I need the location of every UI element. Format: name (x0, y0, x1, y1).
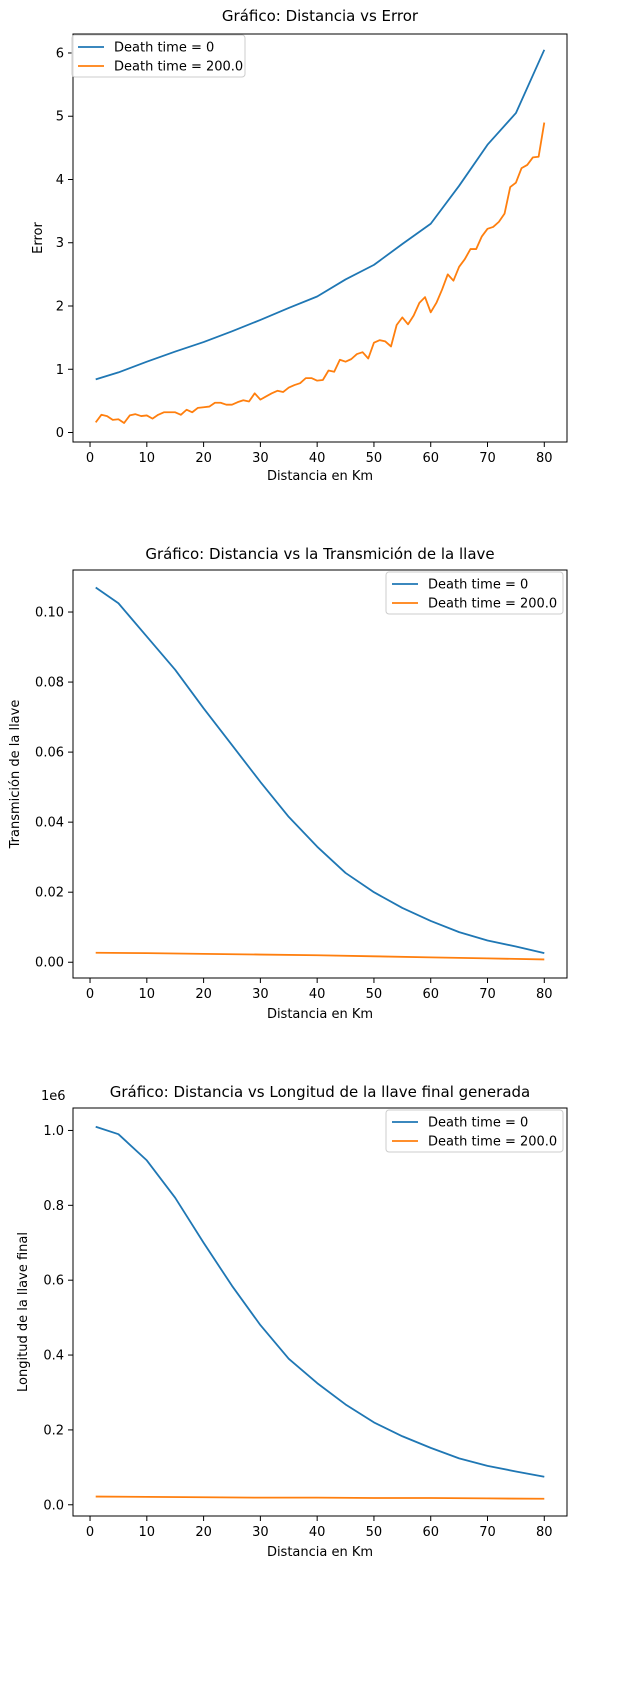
legend-entry: Death time = 200.0 (114, 60, 243, 75)
chart-title: Gráfico: Distancia vs Error (222, 7, 419, 25)
legend-entry: Death time = 0 (114, 41, 214, 56)
chart-3: Gráfico: Distancia vs Longitud de la lla… (16, 1083, 568, 1560)
y-tick-label: 0 (56, 426, 64, 441)
x-tick-label: 50 (366, 1525, 383, 1540)
y-tick-label: 0.4 (43, 1349, 64, 1364)
x-tick-label: 30 (252, 451, 269, 466)
chart-title: Gráfico: Distancia vs la Transmición de … (145, 545, 494, 563)
legend: Death time = 0 Death time = 200.0 (385, 1109, 564, 1153)
chart-2: Gráfico: Distancia vs la Transmición de … (8, 545, 568, 1022)
plot-frame (72, 33, 568, 443)
legend: Death time = 0 Death time = 200.0 (385, 571, 564, 615)
x-tick-label: 60 (422, 1525, 439, 1540)
y-tick-label: 6 (56, 46, 64, 61)
y-tick-label: 0.8 (43, 1199, 64, 1214)
x-tick-label: 10 (139, 987, 156, 1002)
y-tick-label: 0.06 (35, 746, 64, 761)
x-tick-label: 0 (86, 1525, 94, 1540)
y-tick-label: 5 (56, 110, 64, 125)
legend-entry: Death time = 200.0 (428, 1135, 557, 1150)
plot-frame (72, 1107, 568, 1517)
x-tick-label: 60 (422, 451, 439, 466)
x-tick-label: 0 (86, 451, 94, 466)
y-tick-label: 0.6 (43, 1274, 64, 1289)
plot-frame (72, 569, 568, 979)
x-axis-label: Distancia en Km (267, 469, 373, 484)
y-tick-label: 0.2 (43, 1423, 64, 1438)
x-tick-label: 20 (195, 451, 212, 466)
legend-entry: Death time = 200.0 (428, 597, 557, 612)
y-tick-label: 4 (56, 173, 64, 188)
series-line-2 (95, 1495, 545, 1500)
x-tick-label: 80 (536, 1525, 553, 1540)
y-offset-label: 1e6 (41, 1089, 66, 1104)
legend: Death time = 0 Death time = 200.0 (71, 34, 246, 78)
x-tick-label: 50 (366, 987, 383, 1002)
y-tick-label: 0.10 (35, 606, 64, 621)
x-tick-label: 20 (195, 1525, 212, 1540)
legend-box (385, 571, 564, 615)
y-tick-label: 0.02 (35, 886, 64, 901)
y-tick-label: 0.0 (43, 1498, 64, 1513)
x-tick-label: 60 (422, 987, 439, 1002)
chart-title: Gráfico: Distancia vs Longitud de la lla… (110, 1083, 530, 1101)
x-tick-label: 40 (309, 987, 326, 1002)
x-tick-label: 70 (479, 987, 496, 1002)
legend-box (71, 34, 246, 78)
y-axis-label: Transmición de la llave (8, 700, 23, 850)
x-tick-label: 70 (479, 451, 496, 466)
y-tick-label: 1 (56, 363, 64, 378)
series-line-1 (95, 586, 545, 955)
x-tick-label: 10 (139, 1525, 156, 1540)
x-tick-label: 80 (536, 451, 553, 466)
x-tick-label: 0 (86, 987, 94, 1002)
series-line-2 (94, 122, 546, 424)
x-tick-label: 10 (139, 451, 156, 466)
legend-box (385, 1109, 564, 1153)
x-tick-label: 30 (252, 987, 269, 1002)
y-axis-label: Longitud de la llave final (16, 1232, 31, 1392)
series-line-1 (95, 1125, 545, 1478)
x-tick-label: 20 (195, 987, 212, 1002)
legend-entry: Death time = 0 (428, 1116, 528, 1131)
y-tick-label: 2 (56, 300, 64, 315)
y-tick-label: 0.08 (35, 676, 64, 691)
x-tick-label: 70 (479, 1525, 496, 1540)
x-tick-label: 40 (309, 1525, 326, 1540)
x-tick-label: 80 (536, 987, 553, 1002)
x-tick-label: 30 (252, 1525, 269, 1540)
y-tick-label: 3 (56, 236, 64, 251)
series-line-2 (95, 951, 545, 961)
y-axis-label: Error (31, 222, 46, 254)
y-tick-label: 0.00 (35, 956, 64, 971)
x-axis-label: Distancia en Km (267, 1545, 373, 1560)
x-tick-label: 40 (309, 451, 326, 466)
x-tick-label: 50 (366, 451, 383, 466)
x-axis-label: Distancia en Km (267, 1007, 373, 1022)
y-tick-label: 1.0 (43, 1124, 64, 1139)
series-line-1 (95, 49, 546, 381)
legend-entry: Death time = 0 (428, 578, 528, 593)
y-tick-label: 0.04 (35, 816, 64, 831)
